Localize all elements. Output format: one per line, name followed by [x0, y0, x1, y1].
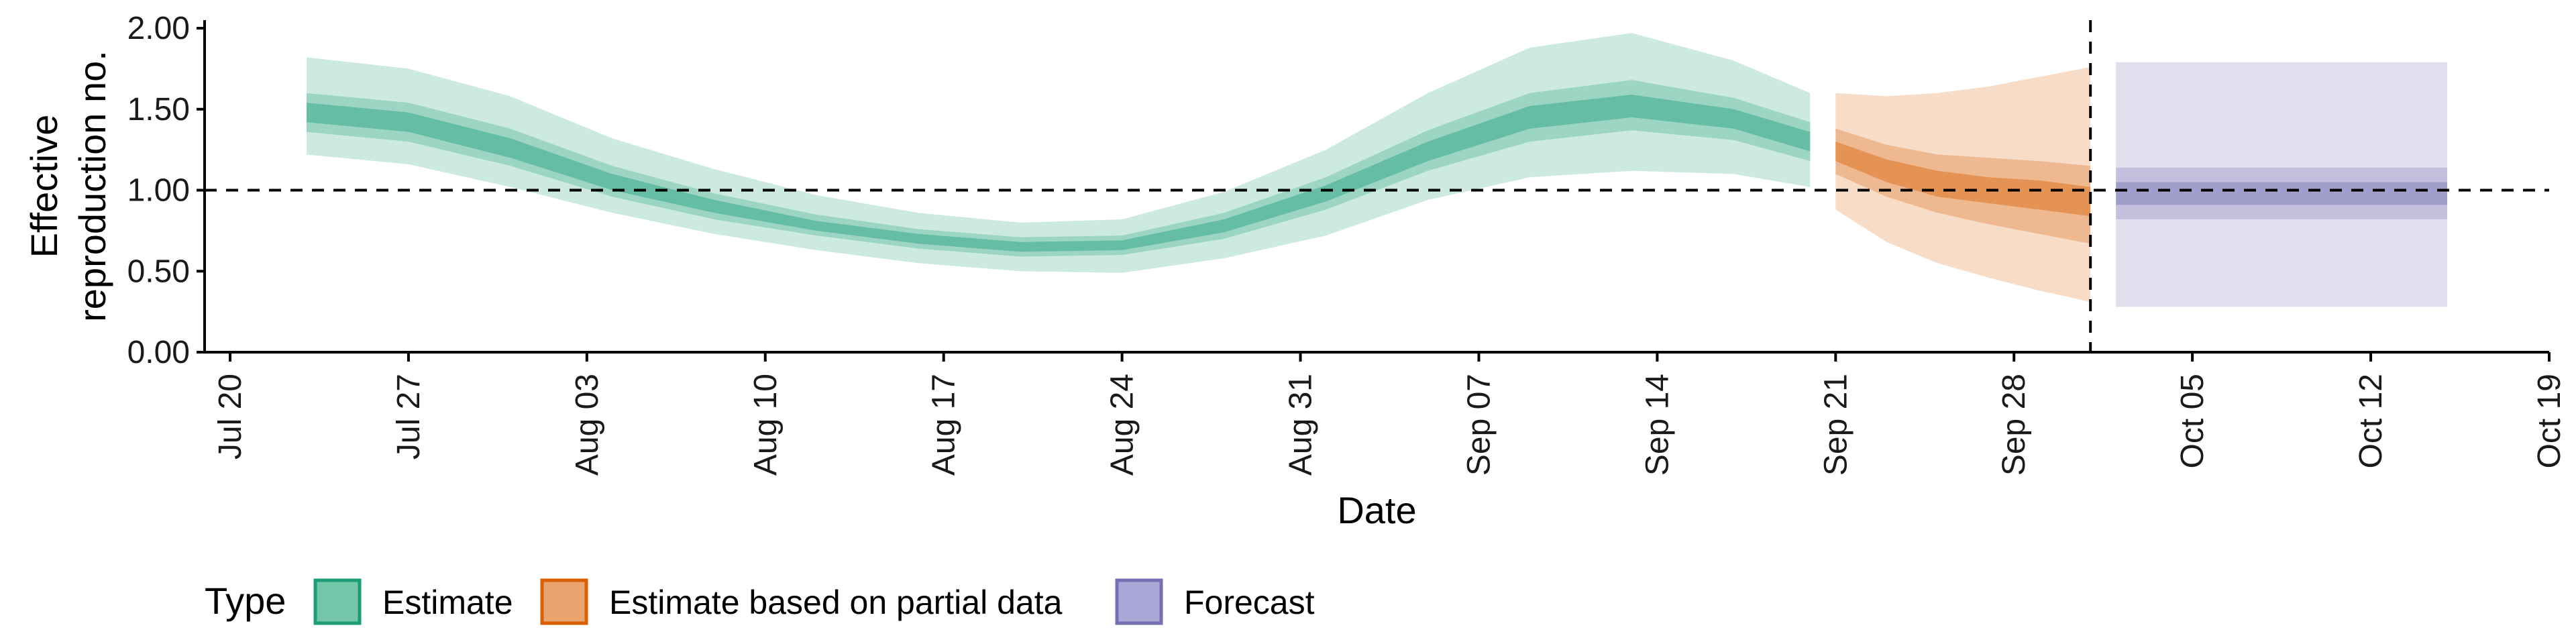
legend-title: Type — [205, 580, 286, 622]
x-tick-label: Oct 19 — [2532, 374, 2567, 468]
x-tick-label: Aug 03 — [570, 374, 605, 476]
x-tick-label: Sep 14 — [1640, 374, 1675, 476]
forecast-band-90 — [2116, 62, 2447, 307]
y-axis-title: Effective reproduction no. — [23, 50, 113, 322]
legend-label: Forecast — [1184, 584, 1315, 621]
x-tick-label: Aug 31 — [1283, 374, 1319, 476]
y-tick-label: 0.50 — [127, 254, 190, 289]
ribbon-layer — [307, 33, 2447, 307]
y-axis-title-line: reproduction no. — [71, 50, 113, 322]
forecast-band-50 — [2116, 167, 2447, 219]
legend-swatch — [313, 578, 362, 625]
estimate-based-on-partial-data-band-20 — [1835, 142, 2091, 217]
legend-swatch — [540, 578, 588, 625]
x-tick-label: Sep 21 — [1818, 374, 1854, 476]
legend-swatch — [1115, 578, 1163, 625]
x-tick-label: Jul 20 — [213, 374, 248, 460]
x-axis-title: Date — [1337, 489, 1416, 531]
forecast-band-20 — [2116, 182, 2447, 205]
estimate-based-on-partial-data-band-50 — [1835, 128, 2091, 244]
x-tick-label: Sep 07 — [1461, 374, 1497, 476]
y-tick-label: 1.50 — [127, 92, 190, 127]
estimate-based-on-partial-data-band-90 — [1835, 67, 2091, 303]
legend-label: Estimate — [382, 584, 513, 621]
reference-lines — [205, 20, 2549, 352]
y-axis-title-line: Effective — [23, 115, 65, 258]
x-tick-label: Aug 17 — [926, 374, 962, 476]
legend-label: Estimate based on partial data — [609, 584, 1063, 621]
estimate-band-50 — [307, 80, 1811, 257]
y-tick-label: 1.00 — [127, 173, 190, 209]
x-tick-label: Oct 12 — [2353, 374, 2389, 468]
y-tick-label: 0.00 — [127, 335, 190, 370]
estimate-band-20 — [307, 95, 1811, 252]
x-tick-label: Oct 05 — [2175, 374, 2210, 468]
x-tick-label: Aug 10 — [748, 374, 784, 476]
axes: 0.00 0.50 1.00 1.50 2.00 Jul 20 Jul 27 Aug 03 Au… — [127, 11, 2567, 476]
estimate-band-90 — [307, 33, 1811, 273]
x-tick-label: Sep 28 — [1996, 374, 2032, 476]
y-tick-label: 2.00 — [127, 11, 190, 46]
x-tick-label: Jul 27 — [391, 374, 427, 460]
x-tick-label: Aug 24 — [1105, 374, 1140, 476]
legend: Type Estimate Estimate based on partial da… — [205, 578, 1315, 625]
